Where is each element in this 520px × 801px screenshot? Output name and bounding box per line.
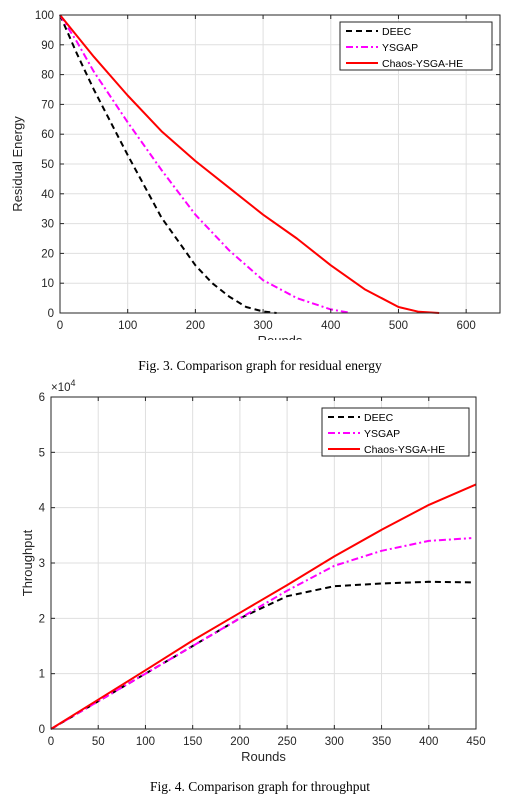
y-tick-label: 10: [41, 278, 54, 290]
y-tick-label: 4: [39, 503, 46, 515]
y-tick-label: 0: [39, 724, 45, 736]
legend-label: Chaos-YSGA-HE: [364, 444, 445, 456]
x-tick-label: 100: [136, 736, 155, 748]
x-tick-label: 350: [372, 736, 391, 748]
x-tick-label: 300: [325, 736, 344, 748]
y-tick-label: 2: [39, 613, 45, 625]
y-tick-label: 100: [35, 10, 54, 22]
y-tick-label: 90: [41, 40, 54, 52]
y-tick-label: 80: [41, 70, 54, 82]
y-tick-label: 60: [41, 129, 54, 141]
legend-label: Chaos-YSGA-HE: [382, 58, 463, 70]
x-tick-label: 200: [186, 320, 205, 332]
y-tick-label: 3: [39, 558, 45, 570]
legend-label: DEEC: [382, 26, 412, 38]
series-line-chaos-ysga-he: [59, 14, 440, 314]
y-axis-title: Throughput: [20, 529, 35, 596]
throughput-chart: 0 50 100 150 200 250 300 350 400 450 0 1 2 3 4 5 6 Rounds…: [20, 378, 486, 764]
x-tick-label: 600: [457, 320, 476, 332]
y-tick-label: 40: [41, 189, 54, 201]
x-tick-label: 0: [57, 320, 63, 332]
series-line-ysgap: [50, 537, 472, 730]
legend-label: DEEC: [364, 412, 394, 424]
x-tick-label: 200: [230, 736, 249, 748]
x-axis-title: Rounds: [258, 333, 303, 340]
y-tick-label: 70: [41, 99, 54, 111]
y-tick-label: 50: [41, 159, 54, 171]
x-tick-label: 500: [389, 320, 408, 332]
series-line-deec: [59, 14, 277, 314]
x-tick-label: 100: [118, 320, 137, 332]
legend-label: YSGAP: [382, 42, 418, 54]
y-tick-label: 30: [41, 219, 54, 231]
y-tick-label: 1: [39, 669, 45, 681]
series-line-ysgap: [59, 14, 348, 314]
x-axis-title: Rounds: [241, 749, 286, 764]
residual-energy-chart: 0 100 200 300 400 500 600 0 10 20 30 40 50 60 70 80 90 10…: [10, 10, 501, 340]
figure-4-caption: Fig. 4. Comparison graph for throughput: [149, 779, 371, 794]
x-tick-label: 50: [92, 736, 105, 748]
x-tick-label: 150: [183, 736, 202, 748]
legend-label: YSGAP: [364, 428, 400, 440]
y-tick-label: 5: [39, 447, 45, 459]
x-tick-label: 400: [321, 320, 340, 332]
x-tick-label: 400: [419, 736, 438, 748]
x-tick-label: 300: [253, 320, 272, 332]
y-exponent-label: ×104: [51, 378, 76, 394]
y-axis-title: Residual Energy: [10, 116, 25, 212]
x-tick-label: 250: [278, 736, 297, 748]
x-tick-label: 0: [48, 736, 54, 748]
x-tick-label: 450: [466, 736, 485, 748]
y-tick-label: 6: [39, 392, 45, 404]
series-line-chaos-ysga-he: [50, 483, 477, 730]
figure-3-caption: Fig. 3. Comparison graph for residual en…: [138, 358, 382, 373]
series-line-deec: [50, 580, 472, 730]
y-tick-label: 0: [48, 308, 54, 320]
y-tick-label: 20: [41, 248, 54, 260]
